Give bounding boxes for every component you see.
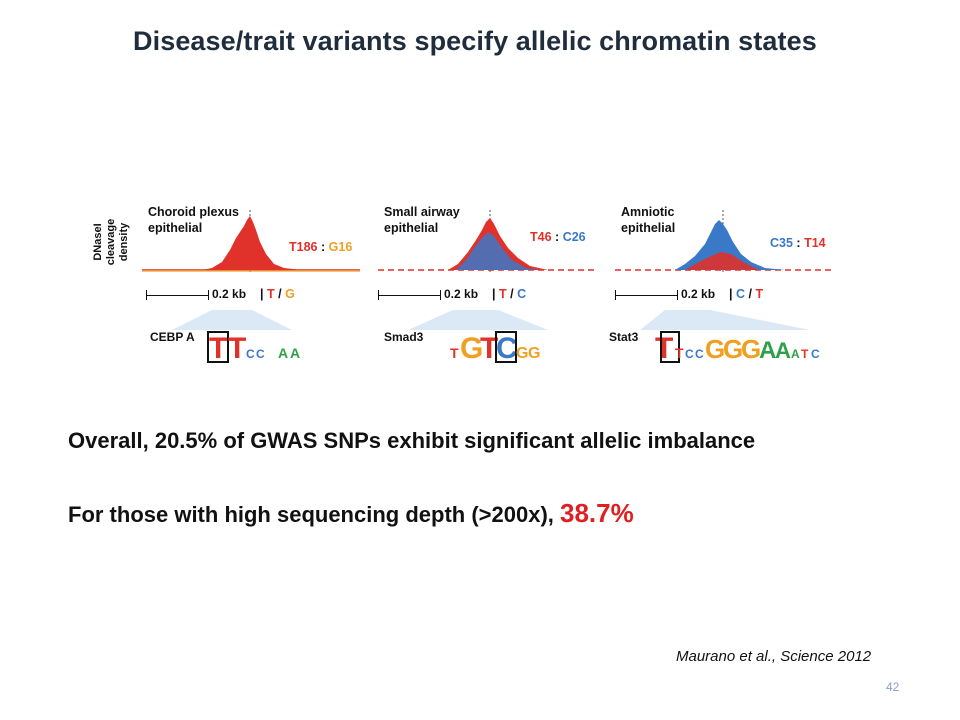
panel-label: Choroid plexus epithelial [148, 204, 239, 236]
cleavage-density-plot [615, 210, 833, 272]
allele-pair: | T / G [260, 287, 295, 301]
svg-text:G: G [723, 334, 743, 364]
scale-label: 0.2 kb [212, 287, 247, 301]
allele-a: T [266, 287, 275, 301]
svg-text:G: G [528, 345, 540, 362]
high-depth-statement: For those with high sequencing depth (>2… [68, 498, 634, 529]
svg-text:C: C [256, 347, 265, 361]
motif-name: CEBP A [150, 330, 195, 344]
svg-text:A: A [775, 338, 791, 363]
motif-name: Stat3 [609, 330, 639, 344]
svg-text:C: C [695, 347, 704, 361]
overall-statement: Overall, 20.5% of GWAS SNPs exhibit sign… [68, 428, 756, 453]
allele-pair: | T / C [492, 287, 527, 301]
panel-label-line1: Amniotic [621, 205, 675, 219]
panel-amniotic: Amniotic epithelial C35 : T14 0.2 kb | C… [609, 190, 845, 375]
panel-label-line1: Choroid plexus [148, 205, 239, 219]
svg-text:C: C [496, 332, 518, 365]
allele-b: T [755, 287, 764, 301]
y-axis-label: DNaseI cleavage density [92, 210, 131, 274]
panel-small-airway: Small airway epithelial T46 : C26 0.2 kb… [378, 190, 608, 375]
allele-b: C [517, 287, 527, 301]
panel-label: Amniotic epithelial [621, 204, 675, 236]
svg-text:T: T [655, 332, 673, 365]
highlight-percentage: 38.7% [560, 498, 634, 528]
dnase-figure: DNaseI cleavage density Choroid plexus e… [92, 190, 860, 375]
ratio-a: T46 [530, 230, 552, 244]
allele-b: G [285, 287, 295, 301]
cleavage-density-plot [142, 210, 360, 272]
ratio-sep: : [320, 240, 326, 254]
allele-sep: / [278, 287, 282, 301]
svg-text:A: A [278, 345, 288, 361]
svg-text:G: G [741, 334, 761, 364]
high-depth-prefix: For those with high sequencing depth (>2… [68, 502, 554, 527]
svg-text:T: T [209, 332, 227, 365]
svg-text:G: G [460, 332, 483, 365]
cleavage-density-plot [378, 210, 596, 272]
motif-name: Smad3 [384, 330, 424, 344]
y-axis-label-line2: cleavage density [105, 218, 130, 266]
motif-logo: T T C C G G G A A A T C [640, 310, 820, 365]
panel-choroid-plexus: Choroid plexus epithelial T186 : G16 0.2… [142, 190, 372, 375]
ratio-sep: : [796, 236, 801, 250]
ratio-a: T186 [289, 240, 318, 254]
svg-text:C: C [685, 347, 694, 361]
svg-text:C: C [811, 347, 820, 361]
svg-text:T: T [801, 347, 809, 361]
ratio-sep: : [555, 230, 560, 244]
y-axis-label-line1: DNaseI [92, 223, 104, 261]
scale-label: 0.2 kb [681, 287, 716, 301]
citation: Maurano et al., Science 2012 [676, 648, 872, 665]
allele-a: T [498, 287, 507, 301]
motif-logo: T T C C A A [172, 310, 300, 365]
scale-label: 0.2 kb [444, 287, 479, 301]
svg-text:G: G [705, 334, 725, 364]
motif-logo: T G T C G G [408, 310, 548, 365]
allele-ratio: C35 : T14 [770, 236, 826, 250]
panel-label: Small airway epithelial [384, 204, 460, 236]
allele-sep: / [510, 287, 514, 301]
ratio-b: T14 [804, 236, 826, 250]
ratio-b: G16 [328, 240, 353, 254]
svg-text:A: A [791, 347, 800, 361]
svg-text:G: G [516, 345, 528, 362]
ratio-a: C35 [770, 236, 793, 250]
panel-label-line1: Small airway [384, 205, 460, 219]
svg-text:T: T [675, 345, 684, 361]
panel-label-line2: epithelial [384, 221, 439, 235]
allele-sep: / [748, 287, 752, 301]
allele-ratio: T46 : C26 [530, 230, 586, 244]
svg-text:A: A [759, 337, 776, 364]
ratio-b: C26 [562, 230, 586, 244]
slide-title: Disease/trait variants specify allelic c… [133, 26, 817, 56]
allele-a: C [735, 287, 746, 301]
page-number: 42 [886, 680, 900, 694]
allele-ratio: T186 : G16 [289, 240, 352, 254]
allele-pair: | C / T [729, 287, 764, 301]
svg-text:C: C [246, 347, 255, 361]
svg-text:T: T [450, 345, 459, 361]
svg-text:T: T [480, 332, 498, 365]
svg-text:T: T [228, 332, 246, 365]
panel-label-line2: epithelial [148, 221, 203, 235]
svg-text:A: A [290, 345, 300, 361]
panel-label-line2: epithelial [621, 221, 676, 235]
